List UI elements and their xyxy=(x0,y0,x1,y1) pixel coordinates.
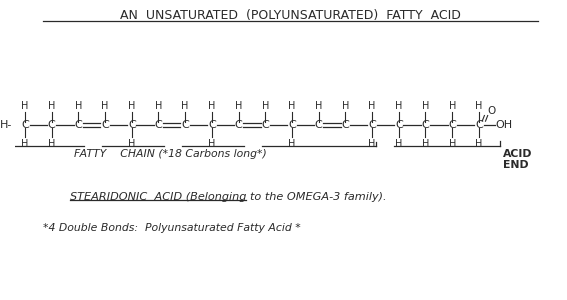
Text: C: C xyxy=(208,120,216,130)
Text: H: H xyxy=(235,101,242,111)
Text: H: H xyxy=(395,101,403,111)
Text: C: C xyxy=(395,120,403,130)
Text: H: H xyxy=(448,139,456,149)
Text: H: H xyxy=(208,101,215,111)
Text: H: H xyxy=(395,139,403,149)
Text: H: H xyxy=(101,101,109,111)
Text: H: H xyxy=(128,101,136,111)
Text: C: C xyxy=(315,120,323,130)
Text: H: H xyxy=(22,101,29,111)
Text: H: H xyxy=(288,139,295,149)
Text: AN  UNSATURATED  (POLYUNSATURATED)  FATTY  ACID: AN UNSATURATED (POLYUNSATURATED) FATTY A… xyxy=(120,9,461,22)
Text: C: C xyxy=(422,120,429,130)
Text: O: O xyxy=(487,106,495,116)
Text: H: H xyxy=(155,101,162,111)
Text: C: C xyxy=(235,120,243,130)
Text: H: H xyxy=(369,101,376,111)
Text: H: H xyxy=(475,101,483,111)
Text: H: H xyxy=(422,101,429,111)
Text: H: H xyxy=(48,139,56,149)
Text: H-: H- xyxy=(0,120,12,130)
Text: H: H xyxy=(48,101,56,111)
Text: H: H xyxy=(288,101,295,111)
Text: C: C xyxy=(448,120,456,130)
Text: C: C xyxy=(368,120,376,130)
Text: H: H xyxy=(208,139,215,149)
Text: *4 Double Bonds:  Polyunsaturated Fatty Acid *: *4 Double Bonds: Polyunsaturated Fatty A… xyxy=(43,223,301,233)
Text: H: H xyxy=(475,139,483,149)
Text: H: H xyxy=(422,139,429,149)
Text: H: H xyxy=(128,139,136,149)
Text: H: H xyxy=(369,139,376,149)
Text: C: C xyxy=(48,120,56,130)
Text: OH: OH xyxy=(495,120,512,130)
Text: C: C xyxy=(74,120,82,130)
Text: H: H xyxy=(342,101,349,111)
Text: C: C xyxy=(261,120,269,130)
Text: C: C xyxy=(128,120,136,130)
Text: H: H xyxy=(448,101,456,111)
Text: C: C xyxy=(101,120,109,130)
Text: C: C xyxy=(21,120,29,130)
Text: ACID
END: ACID END xyxy=(502,148,532,170)
Text: C: C xyxy=(341,120,349,130)
Text: FATTY    CHAIN (*18 Carbons long*): FATTY CHAIN (*18 Carbons long*) xyxy=(74,148,267,158)
Text: H: H xyxy=(315,101,323,111)
Text: H: H xyxy=(181,101,189,111)
Text: C: C xyxy=(155,120,162,130)
Text: C: C xyxy=(288,120,296,130)
Text: H: H xyxy=(22,139,29,149)
Text: H: H xyxy=(75,101,82,111)
Text: H: H xyxy=(261,101,269,111)
Text: STEARIDONIC  ACID (Belonging to the OMEGA-3 family).: STEARIDONIC ACID (Belonging to the OMEGA… xyxy=(70,192,387,202)
Text: C: C xyxy=(181,120,189,130)
Text: C: C xyxy=(475,120,483,130)
